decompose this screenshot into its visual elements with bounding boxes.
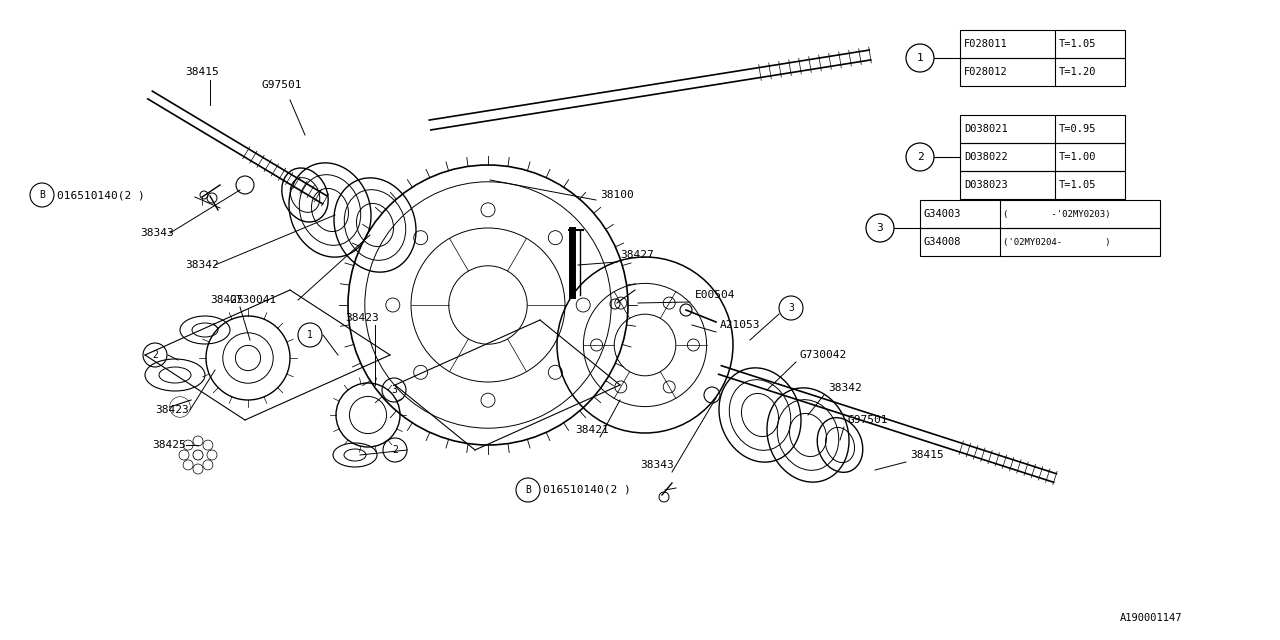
Text: G730042: G730042 — [800, 350, 847, 360]
Text: 38425: 38425 — [210, 295, 243, 305]
Text: ('02MY0204-        ): ('02MY0204- ) — [1004, 237, 1111, 246]
Text: 38342: 38342 — [828, 383, 861, 393]
Text: 38423: 38423 — [346, 313, 379, 323]
Text: F028012: F028012 — [964, 67, 1007, 77]
Text: 1: 1 — [307, 330, 312, 340]
Text: 3: 3 — [788, 303, 794, 313]
Text: B: B — [525, 485, 531, 495]
Text: 2: 2 — [392, 445, 398, 455]
Text: 38425: 38425 — [152, 440, 186, 450]
Text: B: B — [40, 190, 45, 200]
Text: G34008: G34008 — [924, 237, 961, 247]
Text: F028011: F028011 — [964, 39, 1007, 49]
Bar — [960, 115, 1125, 143]
Text: T=1.05: T=1.05 — [1059, 39, 1097, 49]
Bar — [960, 171, 1125, 199]
Text: D038023: D038023 — [964, 180, 1007, 190]
Text: D038022: D038022 — [964, 152, 1007, 162]
Text: A190001147: A190001147 — [1120, 613, 1183, 623]
Text: G34003: G34003 — [924, 209, 961, 219]
Text: 3: 3 — [392, 385, 397, 395]
Text: T=1.00: T=1.00 — [1059, 152, 1097, 162]
Text: 38343: 38343 — [140, 228, 174, 238]
Bar — [960, 58, 1125, 86]
Text: 38427: 38427 — [620, 250, 654, 260]
Bar — [960, 30, 1125, 58]
Text: 38415: 38415 — [186, 67, 219, 77]
Text: 38343: 38343 — [640, 460, 673, 470]
Text: 38100: 38100 — [600, 190, 634, 200]
Text: 016510140(2 ): 016510140(2 ) — [543, 485, 631, 495]
Text: E00504: E00504 — [695, 290, 736, 300]
Text: A21053: A21053 — [719, 320, 760, 330]
Circle shape — [170, 397, 189, 417]
Text: (        -'02MY0203): ( -'02MY0203) — [1004, 209, 1111, 218]
Text: 016510140(2 ): 016510140(2 ) — [58, 190, 145, 200]
Text: 38423: 38423 — [155, 405, 188, 415]
Text: T=0.95: T=0.95 — [1059, 124, 1097, 134]
Bar — [920, 200, 1160, 228]
Text: G730041: G730041 — [230, 295, 278, 305]
Text: 38421: 38421 — [575, 425, 609, 435]
Bar — [960, 143, 1125, 171]
Text: 2: 2 — [152, 350, 157, 360]
Text: G97501: G97501 — [262, 80, 302, 90]
Text: T=1.05: T=1.05 — [1059, 180, 1097, 190]
Bar — [920, 228, 1160, 256]
Text: 38415: 38415 — [910, 450, 943, 460]
Text: T=1.20: T=1.20 — [1059, 67, 1097, 77]
Text: D038021: D038021 — [964, 124, 1007, 134]
Text: G97501: G97501 — [849, 415, 888, 425]
Text: 2: 2 — [916, 152, 923, 162]
Text: 1: 1 — [916, 53, 923, 63]
Text: 3: 3 — [877, 223, 883, 233]
Text: 38342: 38342 — [186, 260, 219, 270]
